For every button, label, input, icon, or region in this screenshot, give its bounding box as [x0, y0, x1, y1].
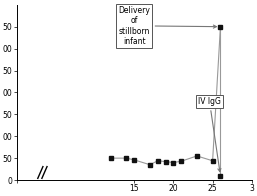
Text: Delivery
of
stillborn
infant: Delivery of stillborn infant	[118, 6, 216, 46]
Text: IV IgG: IV IgG	[198, 97, 221, 172]
